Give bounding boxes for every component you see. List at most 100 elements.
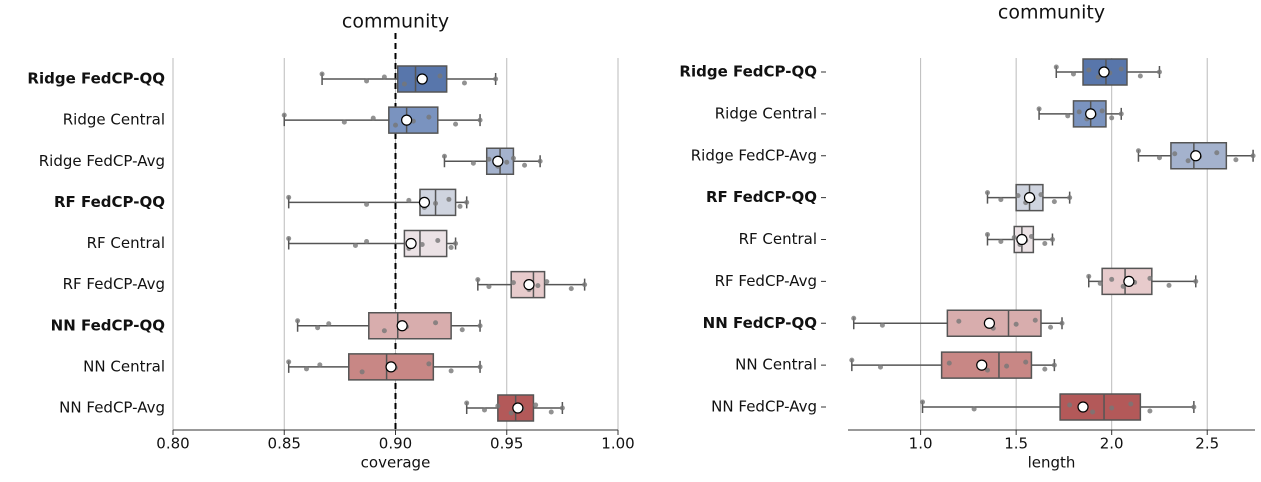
data-point (849, 357, 855, 363)
data-point (568, 286, 574, 292)
data-point (281, 112, 287, 118)
box (368, 312, 452, 340)
data-point (1191, 404, 1197, 410)
data-point (851, 315, 857, 321)
data-point (453, 241, 459, 246)
data-point (364, 201, 370, 207)
data-point (426, 361, 432, 367)
data-point (548, 409, 554, 415)
data-point (1059, 320, 1065, 326)
box (1059, 393, 1142, 421)
data-point (315, 325, 321, 331)
data-point (317, 362, 323, 368)
data-point (441, 153, 447, 159)
data-point (482, 407, 487, 413)
category-label: NN FedCP-QQ (703, 314, 817, 332)
data-point (426, 114, 432, 120)
box (946, 309, 1042, 337)
data-point (1067, 195, 1073, 201)
category-label: RF Central (87, 234, 165, 252)
category-label: RF FedCP-Avg (63, 275, 165, 293)
mean-marker (396, 320, 408, 332)
data-point (1185, 158, 1191, 164)
data-point (1038, 192, 1044, 198)
chart-title: community (998, 2, 1105, 24)
data-point (1004, 363, 1010, 369)
data-point (1049, 237, 1055, 242)
data-point (1156, 69, 1162, 75)
mean-marker (1123, 275, 1135, 287)
x-axis-label: coverage (361, 454, 431, 472)
x-tick-label: 1.5 (1004, 435, 1028, 453)
data-point (464, 400, 470, 406)
category-label: NN Central (83, 357, 165, 375)
data-point (984, 367, 990, 373)
data-point (433, 320, 439, 326)
x-tick-label: 0.90 (379, 435, 412, 453)
mean-marker (405, 237, 417, 250)
data-point (359, 369, 365, 375)
data-point (364, 239, 370, 244)
category-label: NN Central (735, 356, 817, 374)
data-point (1048, 324, 1054, 330)
data-point (286, 359, 292, 365)
box (388, 106, 439, 134)
data-point (1172, 151, 1178, 157)
data-point (559, 405, 565, 411)
mean-marker (983, 317, 995, 329)
box (348, 353, 435, 381)
data-point (1097, 280, 1103, 286)
data-point (1076, 109, 1082, 115)
category-label: Ridge FedCP-Avg (39, 152, 165, 170)
data-point (1051, 199, 1057, 205)
data-point (435, 238, 441, 243)
data-point (544, 279, 550, 285)
data-point (510, 280, 516, 286)
x-tick-label: 1.0 (909, 435, 933, 453)
data-point (1086, 273, 1092, 279)
data-point (1042, 366, 1048, 372)
data-point (535, 283, 541, 289)
data-point (453, 121, 459, 127)
data-point (319, 71, 325, 77)
data-point (879, 322, 885, 328)
data-point (1109, 405, 1115, 411)
chart-title: community (342, 11, 449, 33)
data-point (437, 73, 443, 79)
data-point (477, 364, 483, 370)
data-point (1065, 113, 1071, 119)
category-label: NN FedCP-Avg (59, 399, 165, 417)
mean-marker (385, 361, 397, 373)
data-point (470, 160, 476, 166)
data-point (984, 232, 990, 237)
data-point (998, 239, 1004, 244)
data-point (286, 194, 292, 200)
data-point (477, 323, 483, 329)
data-point (510, 155, 516, 161)
x-tick-label: 0.85 (268, 435, 301, 453)
data-point (1250, 153, 1256, 159)
data-point (1051, 362, 1057, 368)
data-point (1109, 115, 1115, 121)
data-point (1067, 402, 1073, 408)
data-point (295, 318, 301, 324)
data-point (1118, 111, 1124, 117)
data-point (1053, 64, 1059, 70)
data-point (304, 366, 309, 372)
data-point (381, 74, 387, 80)
x-tick-label: 2.0 (1100, 435, 1124, 453)
data-point (1036, 106, 1042, 112)
mean-marker (1098, 66, 1110, 78)
data-point (457, 203, 463, 209)
data-point (1028, 234, 1034, 239)
data-point (475, 277, 481, 283)
data-point (370, 115, 376, 121)
mean-marker (1016, 233, 1028, 246)
data-point (1128, 401, 1134, 407)
data-point (286, 236, 292, 241)
data-point (446, 196, 452, 202)
data-point (1120, 283, 1126, 289)
x-tick-label: 1.00 (601, 435, 634, 453)
category-label: RF Central (739, 230, 817, 248)
